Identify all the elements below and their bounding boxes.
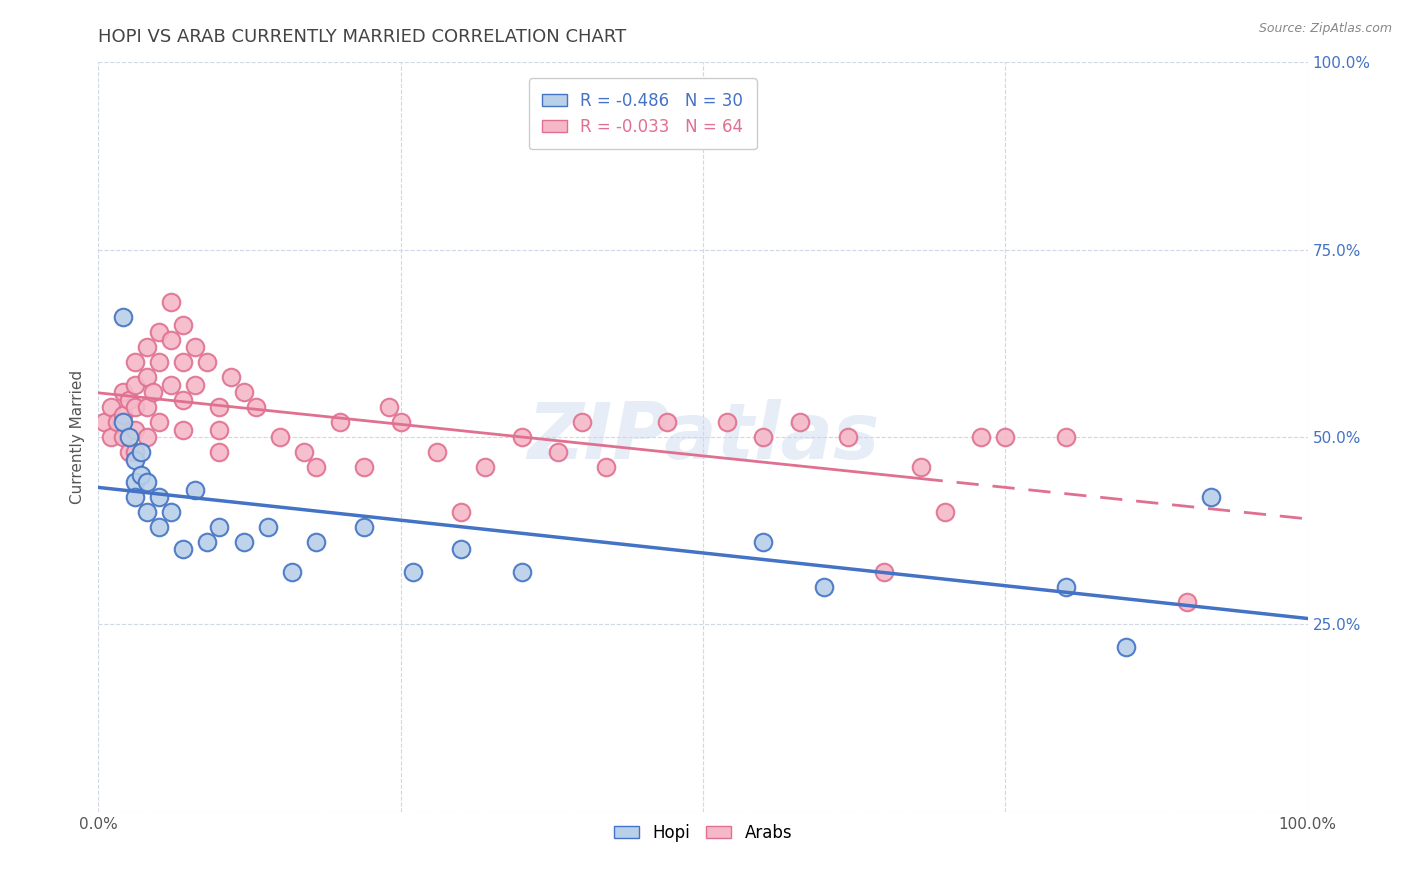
Point (111, 385, 134, 400)
Point (172, 542, 194, 557)
Point (129, 445, 152, 459)
Point (994, 430, 1017, 444)
Point (305, 460, 328, 475)
Point (208, 445, 231, 459)
Point (142, 385, 165, 400)
Point (547, 445, 569, 459)
Point (135, 505, 157, 519)
Point (595, 460, 617, 475)
Point (208, 400, 231, 414)
Point (148, 415, 170, 429)
Point (269, 430, 291, 444)
Point (232, 385, 254, 400)
Point (256, 520, 278, 534)
Point (129, 467, 152, 482)
Point (571, 415, 593, 429)
Point (148, 490, 170, 504)
Point (837, 430, 859, 444)
Point (135, 430, 157, 444)
Point (118, 392, 141, 407)
Point (450, 542, 472, 557)
Point (172, 392, 194, 407)
Point (510, 430, 533, 444)
Point (1054, 580, 1077, 594)
Point (124, 490, 146, 504)
Point (208, 423, 231, 437)
Text: HOPI VS ARAB CURRENTLY MARRIED CORRELATION CHART: HOPI VS ARAB CURRENTLY MARRIED CORRELATI… (98, 28, 627, 45)
Point (934, 505, 956, 519)
Point (124, 400, 146, 414)
Point (221, 370, 243, 384)
Point (195, 355, 218, 369)
Point (329, 415, 352, 429)
Point (135, 370, 157, 384)
Point (195, 535, 218, 549)
Point (118, 430, 141, 444)
Point (1054, 430, 1077, 444)
Point (208, 520, 231, 534)
Point (111, 430, 134, 444)
Point (105, 415, 128, 429)
Point (716, 415, 738, 429)
Point (135, 400, 157, 414)
Point (970, 430, 993, 444)
Point (873, 565, 896, 579)
Point (148, 325, 170, 339)
Point (184, 377, 207, 392)
Point (172, 355, 194, 369)
Point (135, 340, 157, 354)
Point (377, 400, 399, 414)
Point (245, 400, 267, 414)
Y-axis label: Currently Married: Currently Married (69, 370, 84, 504)
Point (1199, 490, 1222, 504)
Point (232, 535, 254, 549)
Point (353, 460, 375, 475)
Point (1175, 595, 1198, 609)
Point (292, 445, 315, 459)
Point (752, 535, 775, 549)
Point (789, 415, 811, 429)
Point (655, 415, 678, 429)
Point (111, 415, 134, 429)
Point (389, 415, 412, 429)
Point (184, 340, 207, 354)
Point (426, 445, 449, 459)
Point (474, 460, 496, 475)
Point (281, 565, 304, 579)
Point (124, 377, 146, 392)
Point (184, 483, 207, 497)
Point (148, 520, 170, 534)
Point (160, 505, 183, 519)
Point (148, 355, 170, 369)
Point (813, 580, 835, 594)
Point (910, 460, 932, 475)
Text: Source: ZipAtlas.com: Source: ZipAtlas.com (1258, 22, 1392, 36)
Point (111, 310, 134, 325)
Point (124, 452, 146, 467)
Point (160, 333, 183, 347)
Point (1115, 640, 1137, 654)
Point (353, 520, 375, 534)
Point (124, 355, 146, 369)
Point (124, 445, 146, 459)
Legend: Hopi, Arabs: Hopi, Arabs (607, 817, 799, 848)
Point (111, 408, 134, 422)
Point (160, 377, 183, 392)
Point (510, 565, 533, 579)
Point (160, 295, 183, 310)
Point (305, 535, 328, 549)
Point (124, 475, 146, 489)
Point (450, 505, 472, 519)
Point (93, 415, 115, 429)
Point (118, 445, 141, 459)
Point (752, 430, 775, 444)
Point (100, 430, 122, 444)
Point (124, 423, 146, 437)
Point (100, 400, 122, 414)
Point (402, 565, 425, 579)
Point (172, 423, 194, 437)
Point (135, 475, 157, 489)
Point (172, 318, 194, 332)
Text: ZIPatlas: ZIPatlas (527, 399, 879, 475)
